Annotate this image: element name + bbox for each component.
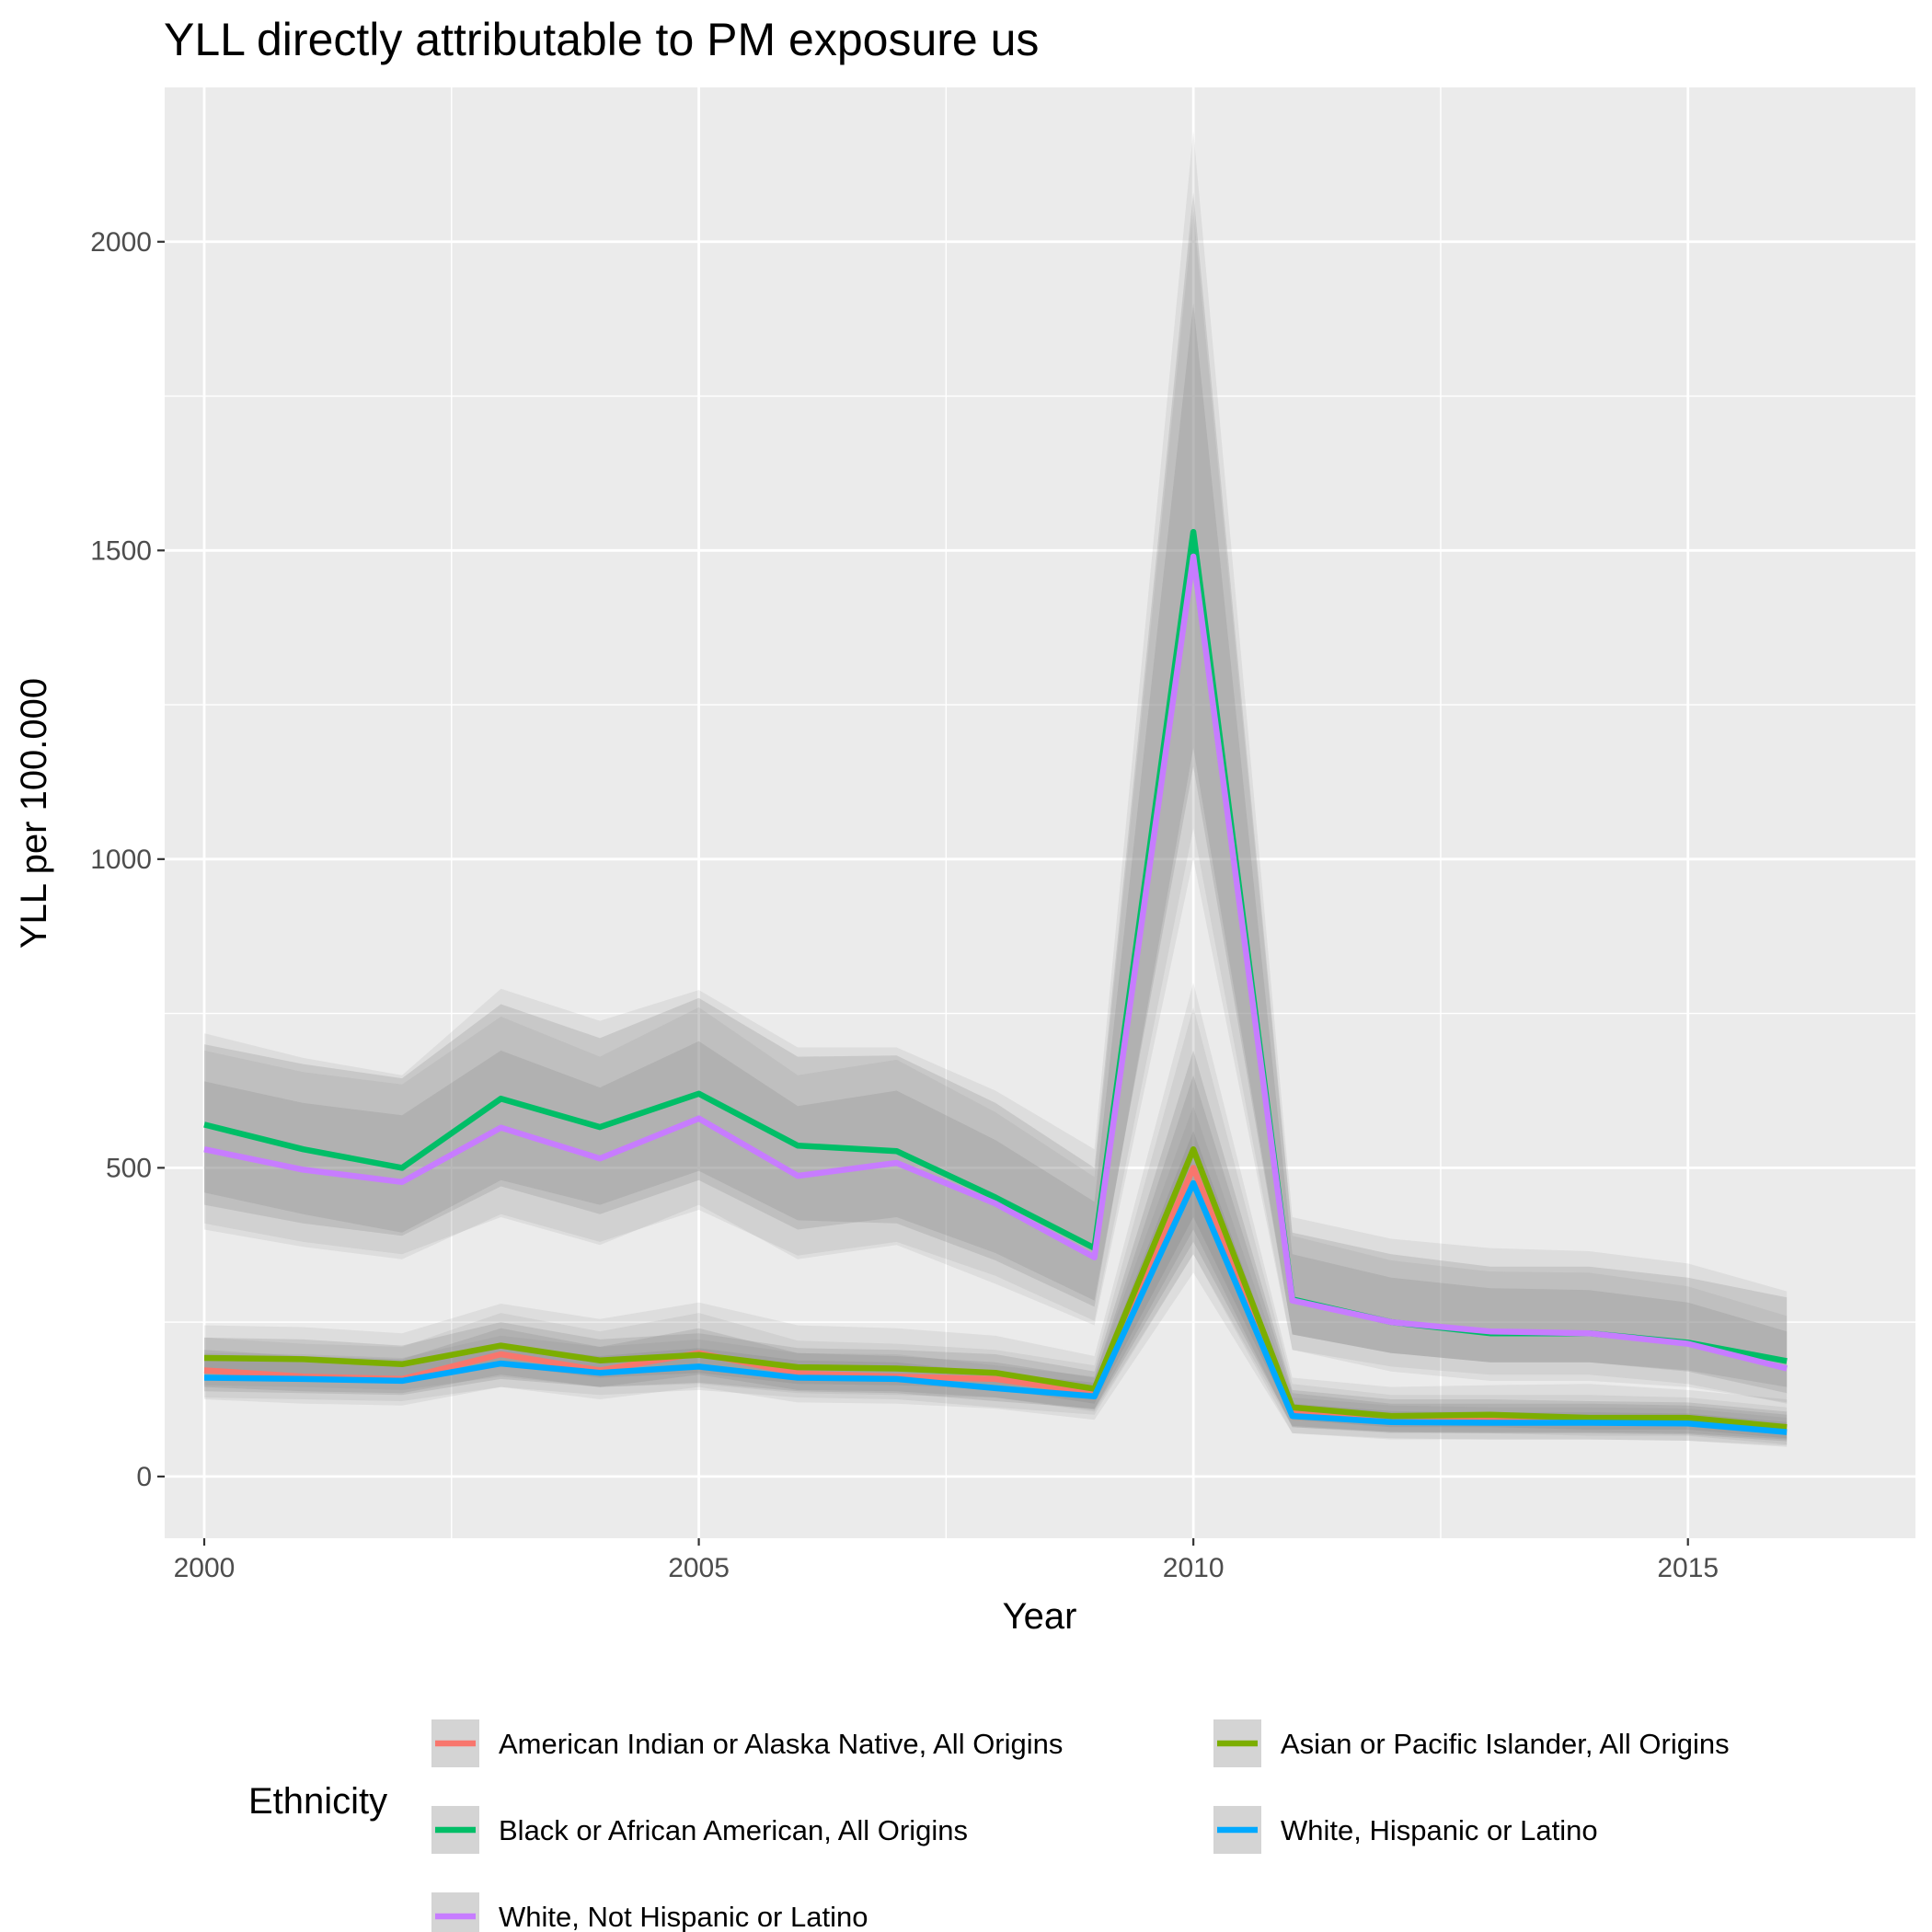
legend-item: Asian or Pacific Islander, All Origins	[1212, 1718, 1730, 1769]
x-axis: 2000 2005 2010 2015	[174, 1538, 1719, 1583]
legend-label: American Indian or Alaska Native, All Or…	[499, 1728, 1063, 1760]
x-tick-label: 2005	[668, 1553, 730, 1583]
y-tick-label: 500	[106, 1153, 152, 1183]
x-tick-label: 2000	[174, 1553, 236, 1583]
x-axis-title: Year	[1003, 1596, 1077, 1637]
series-line	[203, 1145, 1788, 1431]
legend-label: Asian or Pacific Islander, All Origins	[1281, 1728, 1730, 1760]
series-line	[203, 1179, 1788, 1435]
inner-band	[204, 1050, 1788, 1439]
outer-band	[204, 131, 1788, 1403]
legend-label: Black or African American, All Origins	[499, 1814, 968, 1846]
inner-band	[204, 1131, 1788, 1442]
y-tick-label: 0	[136, 1462, 152, 1492]
legend-label: White, Not Hispanic or Latino	[499, 1901, 868, 1932]
y-axis: 0 500 1000 1500 2000	[90, 227, 165, 1492]
y-tick-label: 1000	[90, 845, 152, 875]
outer-band	[204, 983, 1788, 1444]
plot-panel	[165, 87, 1915, 1538]
series-line	[203, 1165, 1788, 1431]
series-lines	[203, 528, 1788, 1435]
x-tick-label: 2010	[1163, 1553, 1225, 1583]
legend-item: American Indian or Alaska Native, All Or…	[430, 1718, 1063, 1769]
legend-key-background	[430, 1891, 481, 1932]
legend-item: Black or African American, All Origins	[430, 1804, 968, 1856]
legend-label: White, Hispanic or Latino	[1281, 1814, 1598, 1846]
inner-band	[204, 303, 1788, 1394]
legend-item: White, Not Hispanic or Latino	[430, 1891, 868, 1932]
y-tick-label: 2000	[90, 227, 152, 258]
outer-band	[204, 1006, 1788, 1446]
legend-title: Ethnicity	[248, 1781, 387, 1822]
inner-band	[204, 192, 1788, 1387]
chart-title: YLL directly attributable to PM exposure…	[164, 14, 1039, 65]
y-tick-label: 1500	[90, 535, 152, 566]
inner-band	[204, 1075, 1788, 1440]
legend: American Indian or Alaska Native, All Or…	[430, 1718, 1730, 1932]
y-axis-title: YLL per 100.000	[14, 678, 54, 949]
legend-item: White, Hispanic or Latino	[1212, 1804, 1598, 1856]
x-tick-label: 2015	[1657, 1553, 1719, 1583]
series-line	[203, 553, 1788, 1372]
minor-gridlines	[165, 87, 1915, 1538]
major-gridlines	[165, 87, 1915, 1538]
outer-band	[204, 211, 1788, 1404]
